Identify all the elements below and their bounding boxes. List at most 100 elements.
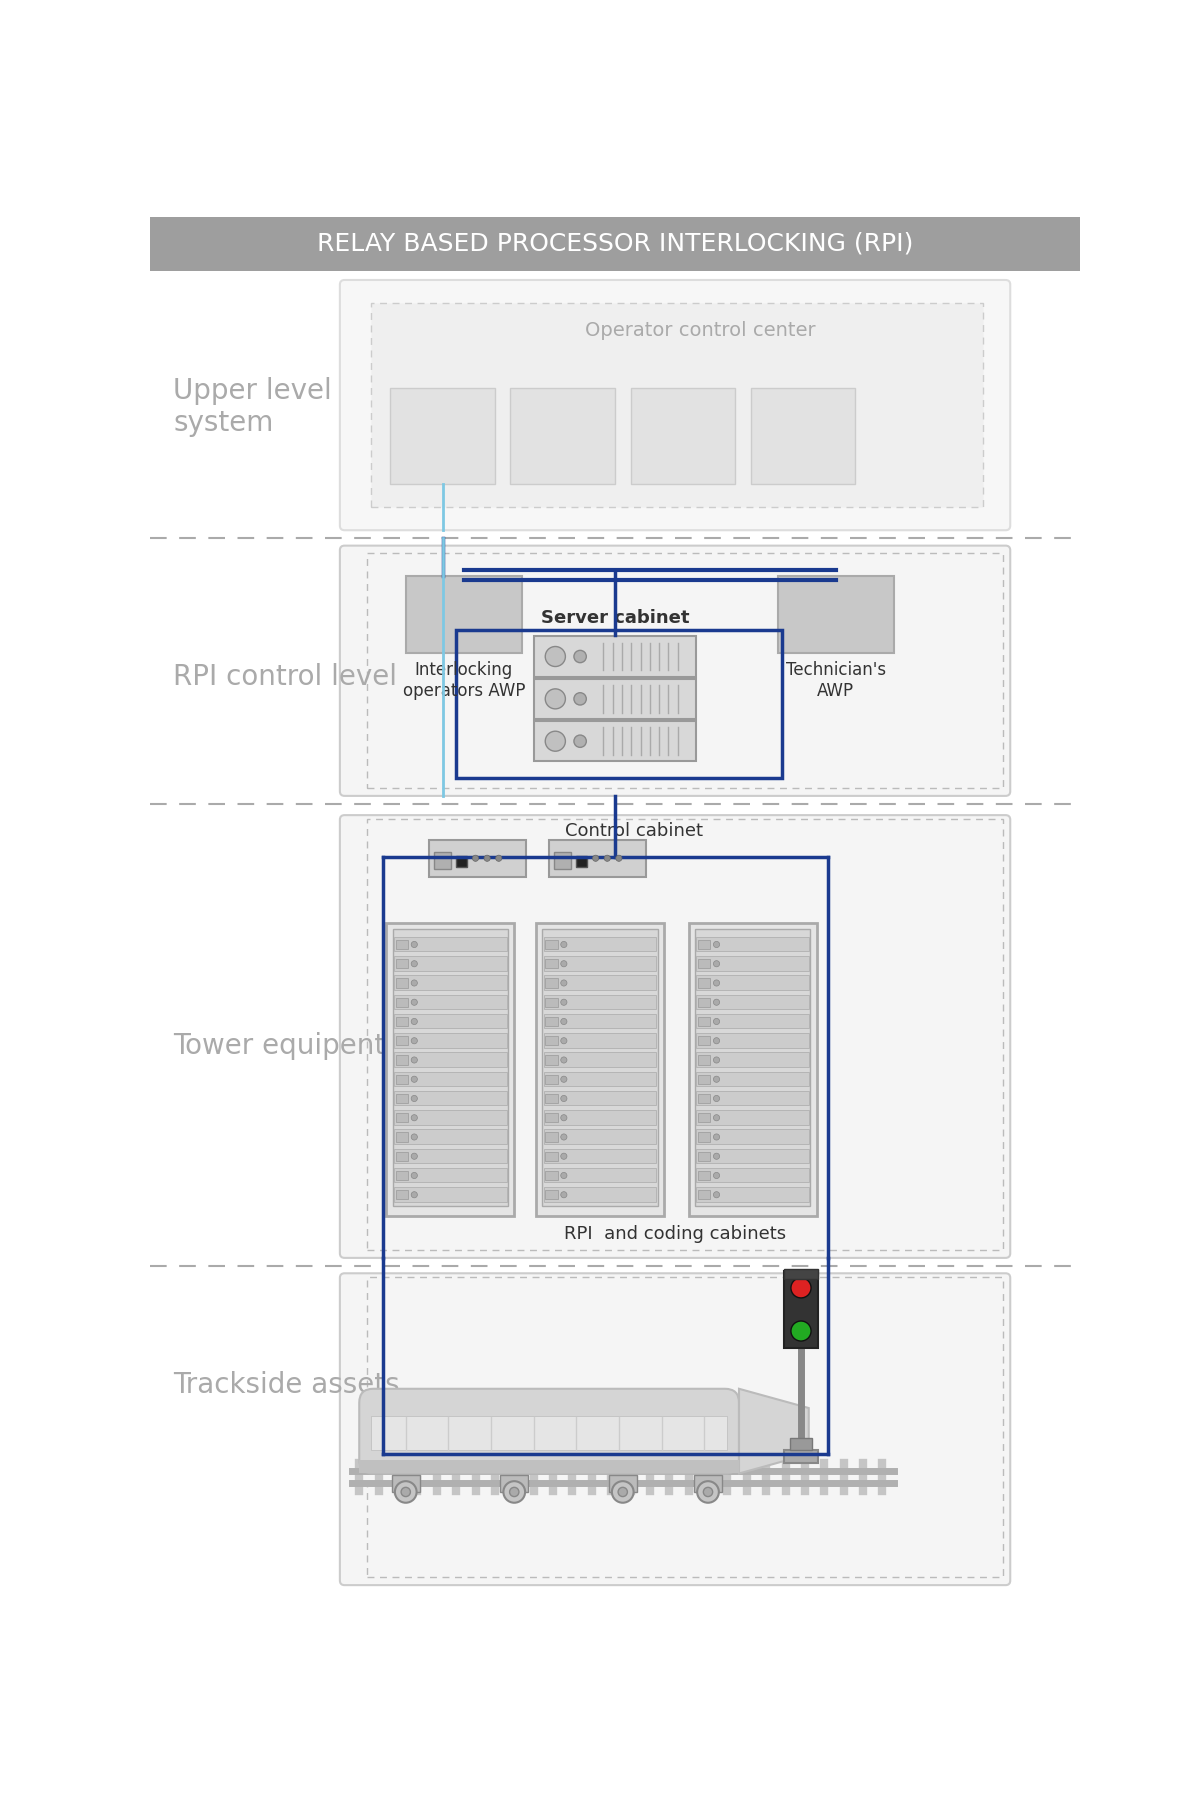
Bar [406,576,522,654]
Bar [430,840,526,876]
Text: Operator control center: Operator control center [584,320,816,340]
Bar [394,1034,506,1048]
Text: Server cabinet: Server cabinet [541,609,689,627]
Bar [696,976,809,990]
Circle shape [560,1037,566,1044]
FancyBboxPatch shape [340,280,1010,529]
Bar [534,636,696,676]
Bar [394,956,506,970]
Bar [698,1075,710,1084]
Bar [545,1113,558,1122]
Bar [696,1149,809,1164]
Bar [545,997,558,1006]
Bar [396,960,408,969]
Text: Control cabinet: Control cabinet [565,822,703,840]
Circle shape [612,1482,634,1503]
Circle shape [697,1482,719,1503]
Circle shape [560,1077,566,1082]
Circle shape [395,1482,416,1503]
Bar [544,1072,656,1086]
Bar [394,994,506,1008]
Bar [545,1171,558,1180]
Bar [544,1091,656,1106]
Bar [396,1151,408,1160]
Circle shape [714,1173,720,1178]
Circle shape [714,999,720,1005]
Bar [394,1091,506,1106]
Bar [696,1091,809,1106]
Circle shape [412,979,418,987]
Circle shape [412,1077,418,1082]
Bar [394,976,506,990]
FancyBboxPatch shape [340,815,1010,1258]
Text: RELAY BASED PROCESSOR INTERLOCKING (RPI): RELAY BASED PROCESSOR INTERLOCKING (RPI) [317,231,913,257]
Bar [371,304,983,508]
Circle shape [618,1487,628,1496]
Bar [386,923,515,1216]
Bar [751,389,856,484]
Bar [544,956,656,970]
Circle shape [401,1487,410,1496]
Bar [396,997,408,1006]
Bar [698,1055,710,1064]
Bar [392,929,508,1207]
Bar [544,976,656,990]
Bar [698,1113,710,1122]
Bar [394,1109,506,1124]
Bar [545,1035,558,1046]
Circle shape [560,1057,566,1063]
Circle shape [574,692,587,705]
Text: Technician's
AWP: Technician's AWP [786,661,886,699]
Bar [696,1052,809,1066]
Circle shape [412,1019,418,1025]
Bar [394,1052,506,1066]
Circle shape [412,1153,418,1160]
Circle shape [791,1321,811,1341]
Bar [784,1270,818,1279]
Bar [391,1475,420,1493]
Bar [544,1149,656,1164]
Text: RPI control level: RPI control level [173,663,397,690]
Text: Tower equipent: Tower equipent [173,1032,385,1061]
Bar [790,1438,812,1449]
Bar [544,1052,656,1066]
Bar [545,1017,558,1026]
Bar [394,1072,506,1086]
Circle shape [616,855,622,862]
Bar [545,1151,558,1160]
Circle shape [473,855,479,862]
Circle shape [714,1019,720,1025]
FancyBboxPatch shape [340,1274,1010,1585]
Bar [576,857,587,867]
Bar [553,853,571,869]
Bar [630,389,736,484]
Bar [545,1075,558,1084]
Bar [396,1093,408,1102]
Circle shape [560,1135,566,1140]
Bar [390,389,494,484]
Bar [689,923,816,1216]
Circle shape [560,961,566,967]
FancyBboxPatch shape [340,546,1010,795]
Text: Upper level
system: Upper level system [173,378,332,437]
Circle shape [714,1153,720,1160]
Bar [545,1133,558,1142]
Circle shape [412,961,418,967]
Circle shape [545,732,565,752]
Bar [456,857,467,867]
Circle shape [560,1191,566,1198]
Bar [696,1129,809,1144]
Bar [698,960,710,969]
Circle shape [412,1173,418,1178]
Bar [536,923,664,1216]
Circle shape [714,1191,720,1198]
Circle shape [560,1153,566,1160]
Circle shape [545,647,565,667]
Bar [696,1109,809,1124]
Circle shape [703,1487,713,1496]
Bar [695,929,810,1207]
Bar [698,1133,710,1142]
Bar [544,1034,656,1048]
Bar [544,1187,656,1202]
Bar [500,1475,528,1493]
